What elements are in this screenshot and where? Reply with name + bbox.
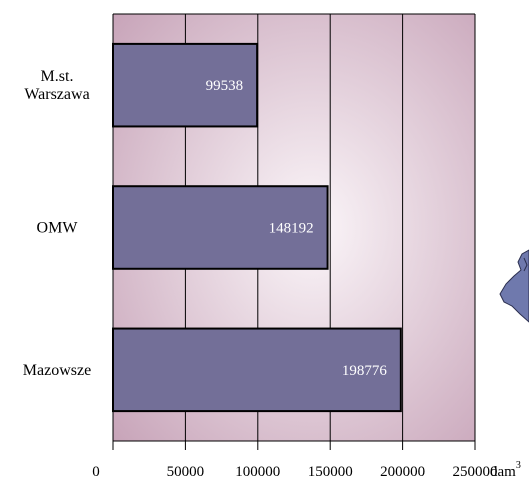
data-label: 99538 xyxy=(206,78,244,94)
x-tick-label: 200000 xyxy=(380,464,425,480)
axes xyxy=(112,13,476,450)
category-label: OMW xyxy=(37,220,79,237)
x-tick-label: 0 xyxy=(92,464,100,480)
bar xyxy=(112,327,402,413)
category-label: M.st. Warszawa xyxy=(24,68,89,103)
x-tick-label: 50000 xyxy=(167,464,205,480)
bar xyxy=(112,185,329,270)
x-tick-label: 150000 xyxy=(308,464,353,480)
x-tick-label: 250000 xyxy=(453,464,498,480)
x-tick-label: 100000 xyxy=(235,464,280,480)
data-label: 198776 xyxy=(342,363,388,379)
x-axis-unit: dam3 xyxy=(490,460,521,480)
labels: 99538 M.st. Warszawa 148192 OMW 198776 Mazowsz… xyxy=(23,68,498,480)
map-fragment-detail-icon xyxy=(523,257,528,272)
category-label: Mazowsze xyxy=(23,362,91,379)
x-axis-unit-base: dam xyxy=(490,464,516,480)
data-label: 148192 xyxy=(269,221,314,237)
map-fragment-icon xyxy=(499,249,529,323)
x-axis-unit-exponent: 3 xyxy=(516,460,521,471)
